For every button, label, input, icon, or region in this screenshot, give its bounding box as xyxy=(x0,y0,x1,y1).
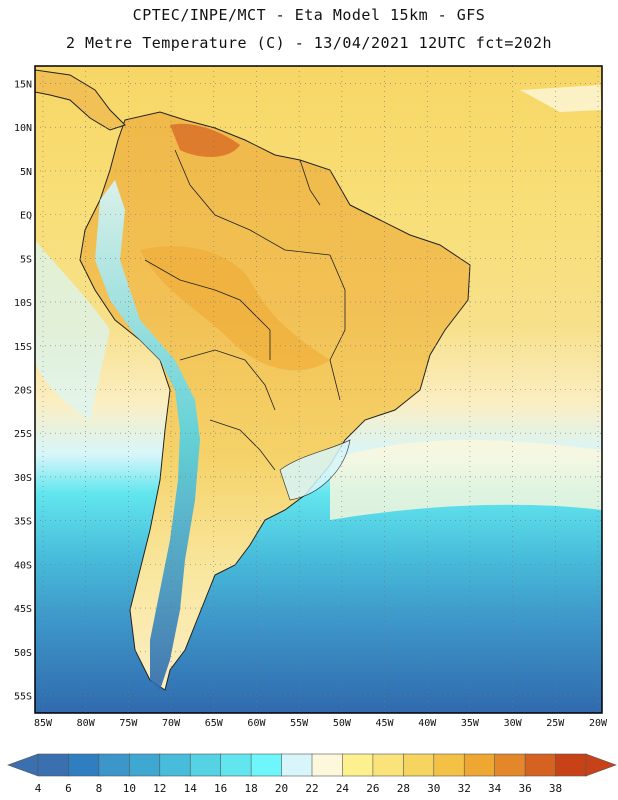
colorbar-label: 10 xyxy=(123,782,136,795)
longitude-label: 75W xyxy=(119,718,138,729)
colorbar-swatch xyxy=(463,753,496,777)
colorbar-swatch xyxy=(311,753,344,777)
colorbar-swatch xyxy=(129,753,161,777)
latitude-label: 35S xyxy=(14,517,32,528)
longitude-label: 45W xyxy=(376,718,395,729)
colorbar-swatch xyxy=(433,753,466,777)
colorbar-label: 36 xyxy=(518,782,531,795)
map-title-line1: CPTEC/INPE/MCT - Eta Model 15km - GFS xyxy=(132,6,486,24)
colorbar-label: 24 xyxy=(336,782,350,795)
latitude-label: 5N xyxy=(20,167,32,178)
colorbar-label: 6 xyxy=(65,782,72,795)
latitude-label: 5S xyxy=(20,254,32,265)
colorbar-swatch xyxy=(494,753,526,777)
colorbar-swatch xyxy=(189,753,222,777)
latitude-labels: 15N 10N 5N EQ 5S 10S 15S 20S 25S 30S 35S 40S 45S 50S 5… xyxy=(14,79,32,702)
colorbar-swatch xyxy=(342,753,374,777)
colorbar-label: 28 xyxy=(397,782,410,795)
latitude-label: 25S xyxy=(14,429,32,440)
colorbar-swatch xyxy=(281,753,313,777)
latitude-label: 10N xyxy=(14,123,32,134)
map-frame xyxy=(34,65,603,714)
colorbar-swatch xyxy=(524,753,557,777)
longitude-label: 55W xyxy=(290,718,309,729)
longitude-label: 65W xyxy=(205,718,224,729)
colorbar-label: 30 xyxy=(427,782,440,795)
colorbar-max-arrow xyxy=(585,753,617,777)
colorbar-swatch xyxy=(98,753,131,777)
colorbar-label: 14 xyxy=(184,782,198,795)
colorbar-swatch xyxy=(250,753,283,777)
colorbar-label: 8 xyxy=(96,782,103,795)
colorbar-min-arrow xyxy=(7,753,39,777)
colorbar-swatch xyxy=(159,753,192,777)
colorbar-label: 38 xyxy=(549,782,562,795)
andes-cold-band xyxy=(95,180,200,690)
colorbar xyxy=(7,753,617,777)
latitude-label: 15S xyxy=(14,342,32,353)
colorbar-label: 26 xyxy=(366,782,379,795)
longitude-label: 30W xyxy=(504,718,523,729)
colorbar-swatch xyxy=(372,753,405,777)
map-title-line2: 2 Metre Temperature (C) - 13/04/2021 12U… xyxy=(65,34,553,52)
latitude-label: 10S xyxy=(14,298,32,309)
colorbar-swatch xyxy=(403,753,435,777)
longitude-label: 35W xyxy=(461,718,480,729)
colorbar-swatch xyxy=(37,753,70,777)
colorbar-label: 16 xyxy=(214,782,227,795)
colorbar-label: 12 xyxy=(153,782,166,795)
latitude-label: 45S xyxy=(14,604,32,615)
latitude-label: 15N xyxy=(14,79,32,90)
longitude-labels: 85W 80W 75W 70W 65W 60W 55W 50W 45W 40W 35W 30W 25W 2… xyxy=(34,718,608,729)
colorbar-swatch xyxy=(68,753,100,777)
longitude-label: 40W xyxy=(418,718,437,729)
colorbar-label: 20 xyxy=(275,782,288,795)
latitude-label: EQ xyxy=(20,211,32,222)
longitude-label: 25W xyxy=(546,718,565,729)
longitude-label: 50W xyxy=(333,718,352,729)
longitude-label: 60W xyxy=(247,718,266,729)
longitude-label: 80W xyxy=(77,718,96,729)
colorbar-swatch xyxy=(555,753,587,777)
latitude-label: 30S xyxy=(14,473,32,484)
latitude-label: 50S xyxy=(14,648,32,659)
colorbar-label: 18 xyxy=(244,782,257,795)
longitude-label: 85W xyxy=(34,718,53,729)
colorbar-swatch xyxy=(220,753,252,777)
longitude-label: 20W xyxy=(589,718,608,729)
colorbar-label: 32 xyxy=(458,782,471,795)
colorbar-label: 34 xyxy=(488,782,502,795)
colorbar-label: 4 xyxy=(35,782,42,795)
latitude-label: 55S xyxy=(14,692,32,703)
latitude-label: 20S xyxy=(14,386,32,397)
latitude-label: 40S xyxy=(14,560,32,571)
colorbar-labels: 4 6 8 10 12 14 16 18 20 22 24 26 28 30 32 34 36 38 xyxy=(35,782,562,795)
colorbar-label: 22 xyxy=(305,782,318,795)
longitude-label: 70W xyxy=(162,718,181,729)
